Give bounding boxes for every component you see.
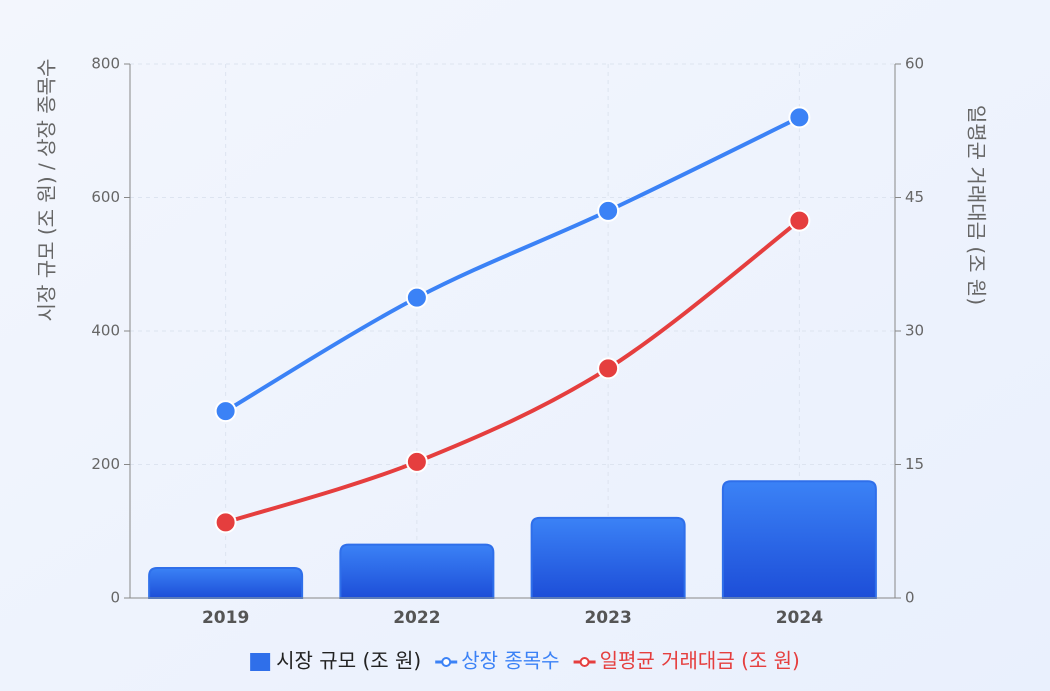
- point: [788, 106, 811, 129]
- y2-tick-label: 60: [905, 55, 924, 73]
- y2-tick-label: 30: [905, 322, 924, 340]
- legend-swatch: [250, 653, 271, 671]
- bar: [148, 566, 304, 599]
- point: [597, 199, 620, 222]
- point: [405, 450, 428, 473]
- legend-label: 상장 종목수: [461, 649, 559, 673]
- legend: 시장 규모 (조 원) 상장 종목수 일평균 거래대금 (조 원): [250, 649, 800, 673]
- y2-tick-label: 15: [905, 455, 924, 473]
- y-tick-label: 600: [91, 188, 120, 206]
- line: [224, 115, 801, 413]
- legend-swatch: [441, 657, 452, 667]
- point: [214, 400, 237, 423]
- legend-label: 일평균 거래대금 (조 원): [600, 649, 800, 673]
- legend-swatch: [579, 657, 590, 667]
- y-tick-label: 200: [91, 455, 120, 473]
- y2-tick-label: 0: [905, 589, 915, 607]
- x-tick-label: 2019: [202, 608, 249, 628]
- legend-item: 일평균 거래대금 (조 원): [573, 649, 800, 673]
- y-tick-label: 400: [91, 322, 120, 340]
- bar: [530, 516, 686, 599]
- point: [597, 357, 620, 380]
- x-tick-label: 2023: [584, 608, 631, 628]
- y2-tick-label: 45: [905, 188, 924, 206]
- y2-axis-label: 일평균 거래대금 (조 원): [965, 105, 989, 305]
- point: [214, 511, 237, 534]
- bar: [339, 543, 495, 599]
- legend-item: 상장 종목수: [435, 649, 560, 673]
- y-tick-label: 0: [110, 589, 120, 607]
- y-axis-label: 시장 규모 (조 원) / 상장 종목수: [35, 59, 59, 322]
- x-tick-label: 2024: [776, 608, 823, 628]
- point: [788, 209, 811, 232]
- y-tick-label: 800: [91, 55, 120, 73]
- point: [405, 286, 428, 309]
- legend-item: 시장 규모 (조 원): [250, 649, 421, 673]
- bar: [721, 480, 877, 599]
- x-tick-label: 2022: [393, 608, 440, 628]
- legend-label: 시장 규모 (조 원): [276, 649, 421, 673]
- line: [225, 219, 801, 525]
